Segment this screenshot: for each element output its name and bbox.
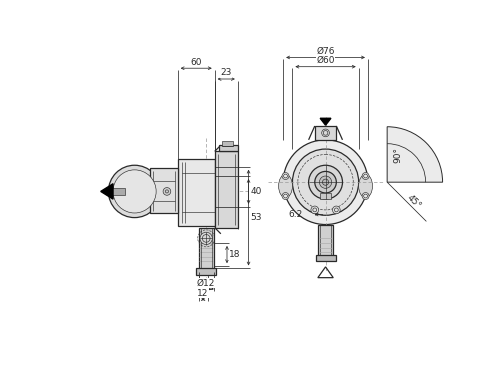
Ellipse shape [278, 174, 292, 197]
Ellipse shape [358, 174, 372, 197]
Bar [316, 255, 336, 261]
Circle shape [362, 193, 369, 200]
Text: Ø12: Ø12 [197, 279, 216, 288]
Text: 45°: 45° [406, 193, 423, 210]
Circle shape [282, 173, 289, 179]
Circle shape [308, 165, 342, 199]
Wedge shape [387, 127, 442, 182]
Circle shape [108, 165, 161, 218]
Text: 90°: 90° [394, 147, 402, 163]
Polygon shape [100, 184, 113, 199]
Bar [150, 168, 178, 213]
Circle shape [322, 179, 328, 185]
Text: Ø76: Ø76 [316, 47, 335, 56]
Circle shape [332, 206, 340, 214]
Bar [315, 126, 336, 140]
Bar [178, 159, 214, 226]
Circle shape [315, 171, 336, 193]
Polygon shape [320, 193, 331, 199]
Bar [318, 224, 333, 259]
Circle shape [320, 176, 332, 188]
Polygon shape [320, 118, 331, 125]
Bar [108, 188, 126, 195]
Text: 18: 18 [228, 250, 240, 259]
Text: 60: 60 [190, 58, 202, 67]
Bar [196, 268, 216, 274]
Circle shape [292, 149, 358, 215]
Circle shape [362, 173, 369, 179]
Text: 23: 23 [220, 68, 232, 77]
Circle shape [282, 193, 289, 200]
Bar [220, 145, 238, 152]
Circle shape [113, 170, 156, 213]
Circle shape [200, 232, 212, 244]
Circle shape [311, 206, 318, 214]
Circle shape [283, 140, 368, 224]
Text: 6.2: 6.2 [288, 210, 302, 219]
Text: 12: 12 [198, 289, 209, 298]
Bar [214, 152, 238, 227]
Circle shape [163, 188, 171, 195]
Bar [198, 227, 214, 272]
Bar [222, 141, 233, 146]
Text: 53: 53 [250, 213, 262, 222]
Text: Ø60: Ø60 [316, 56, 335, 65]
Text: 40: 40 [250, 187, 262, 196]
